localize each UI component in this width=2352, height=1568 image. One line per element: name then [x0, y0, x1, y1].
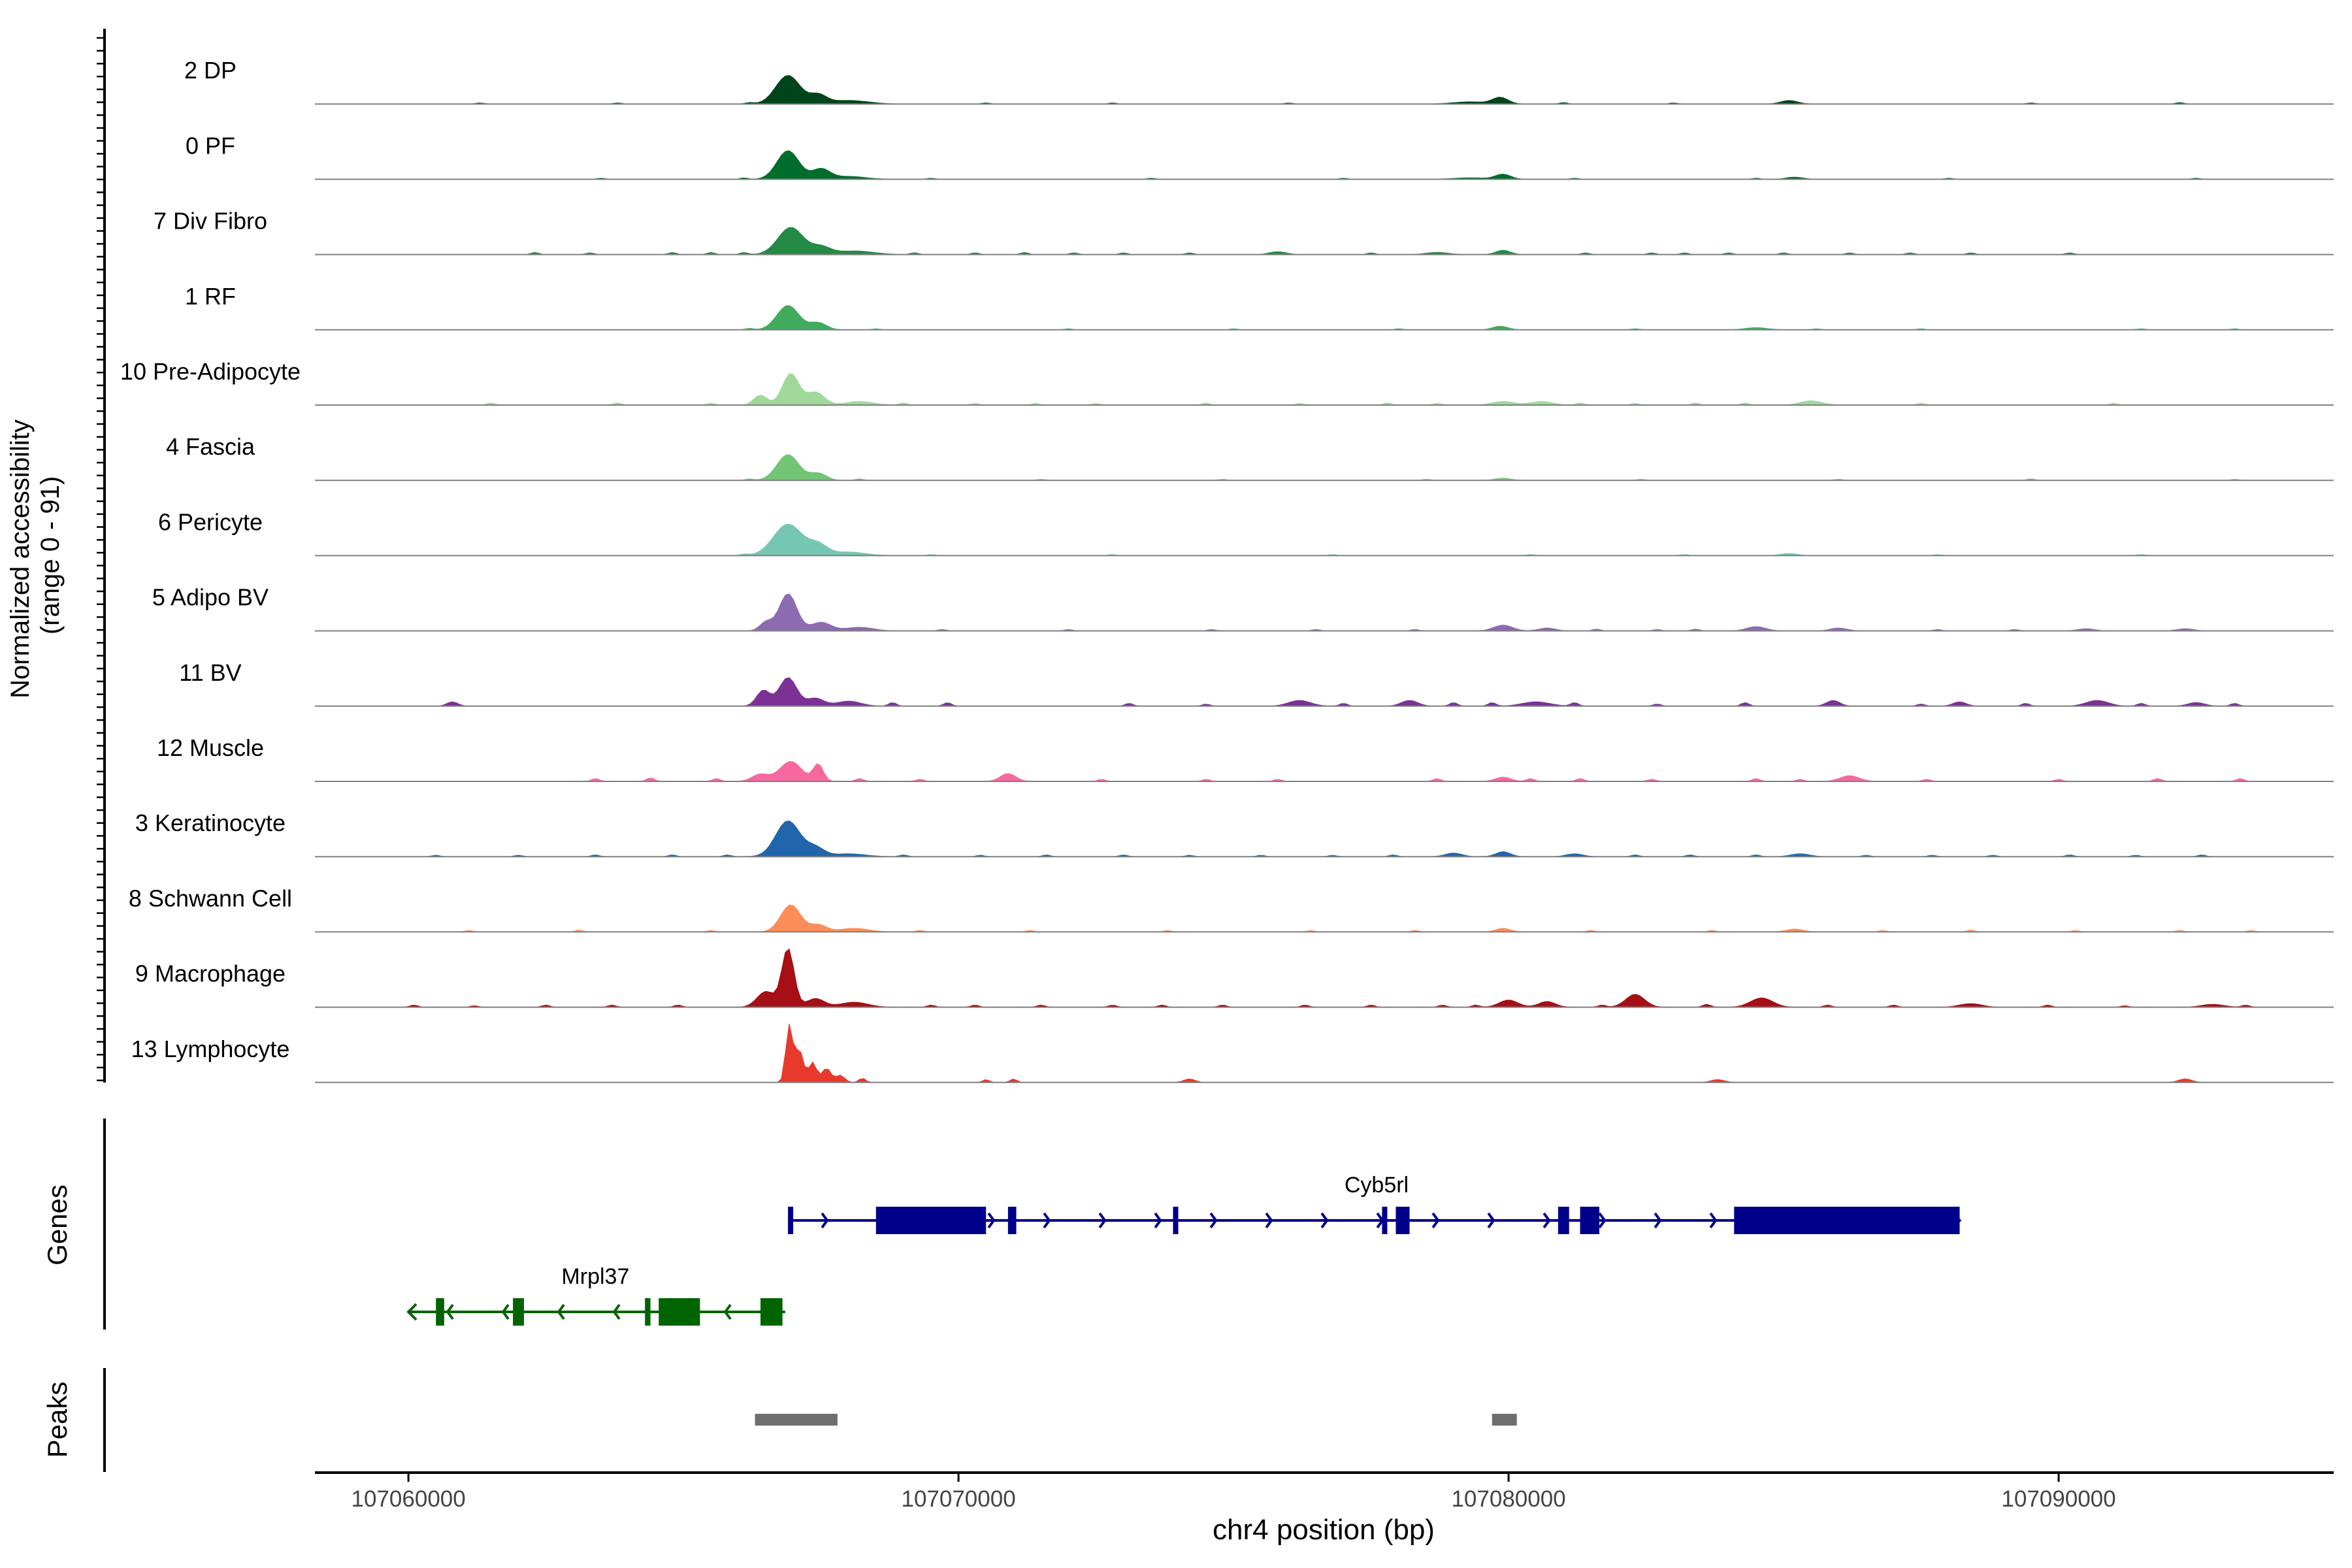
- coverage-area: [315, 150, 2334, 180]
- strand-arrow: [1709, 1212, 1718, 1229]
- track-6-pericyte: 6 Pericyte: [158, 508, 2334, 557]
- strand-arrow: [612, 1303, 621, 1320]
- x-tick-label: 107070000: [901, 1486, 1015, 1512]
- track-9-macrophage: 9 Macrophage: [135, 948, 2334, 1008]
- exon: [513, 1298, 524, 1326]
- coverage-area: [315, 74, 2334, 105]
- strand-arrow: [1265, 1212, 1273, 1229]
- track-3-keratinocyte: 3 Keratinocyte: [135, 809, 2334, 858]
- strand-arrow: [821, 1212, 829, 1229]
- coverage-area: [315, 677, 2334, 707]
- coverage-y-axis: [97, 29, 106, 1083]
- exon: [1396, 1207, 1410, 1234]
- peak-region: [755, 1414, 838, 1426]
- strand-arrow: [1654, 1212, 1662, 1229]
- strand-arrow: [1431, 1212, 1440, 1229]
- track-5-adipo-bv: 5 Adipo BV: [152, 584, 2334, 632]
- exon: [436, 1298, 444, 1326]
- x-tick-label: 107060000: [351, 1486, 466, 1512]
- exon: [1382, 1207, 1388, 1234]
- x-axis: 107060000 107070000 107080000 107090000: [351, 1473, 2116, 1512]
- exon: [788, 1207, 794, 1234]
- track-7-div-fibro: 7 Div Fibro: [154, 208, 2334, 255]
- gene-cyb5rl: Cyb5rl: [788, 1173, 1962, 1234]
- x-tick-label: 107090000: [2001, 1486, 2115, 1512]
- peaks-track: [755, 1414, 1517, 1426]
- strand-arrow: [1154, 1212, 1162, 1229]
- track-4-fascia: 4 Fascia: [166, 433, 2334, 482]
- track-0-pf: 0 PF: [186, 132, 2334, 180]
- y-axis-label-line2: (range 0 - 91): [36, 476, 65, 634]
- coverage-area: [315, 454, 2334, 481]
- track-label: 6 Pericyte: [158, 508, 263, 535]
- exon: [645, 1298, 651, 1326]
- genes-track: Cyb5rl Mrpl37: [406, 1173, 1962, 1326]
- coverage-area: [315, 523, 2334, 556]
- peaks-track-label: Peaks: [42, 1382, 73, 1458]
- track-label: 11 BV: [179, 659, 241, 686]
- y-axis-label-line1: Normalized accessibility: [6, 419, 35, 698]
- strand-arrow: [1043, 1212, 1051, 1229]
- strand-arrow: [1209, 1212, 1218, 1229]
- track-2-dp: 2 DP: [184, 57, 2334, 105]
- strand-arrow: [1543, 1212, 1551, 1229]
- strand-arrow: [1598, 1212, 1607, 1229]
- accessibility-tracks: 2 DP 0 PF 7 Div Fibro 1 RF 10 Pre-Adipocyte 4…: [120, 57, 2334, 1083]
- coverage-area: [315, 820, 2334, 857]
- exon: [1734, 1207, 1960, 1234]
- y-axis-label: Normalized accessibility (range 0 - 91): [6, 412, 65, 698]
- peak-region: [1492, 1414, 1517, 1426]
- strand-arrow: [501, 1303, 510, 1320]
- coverage-area: [315, 904, 2334, 932]
- exon: [1007, 1207, 1017, 1234]
- exon: [1580, 1207, 1599, 1234]
- exon: [659, 1298, 700, 1326]
- track-label: 4 Fascia: [166, 433, 255, 460]
- strand-arrow: [1320, 1212, 1329, 1229]
- exon: [760, 1298, 783, 1326]
- track-8-schwann-cell: 8 Schwann Cell: [129, 885, 2334, 933]
- strand-arrow: [1487, 1212, 1495, 1229]
- track-13-lymphocyte: 13 Lymphocyte: [131, 1023, 2334, 1083]
- track-label: 2 DP: [184, 57, 237, 84]
- track-12-muscle: 12 Muscle: [157, 734, 2334, 782]
- exon: [1558, 1207, 1569, 1234]
- track-label: 12 Muscle: [157, 734, 264, 761]
- x-axis-label: chr4 position (bp): [1213, 1514, 1435, 1546]
- strand-arrow: [723, 1303, 732, 1320]
- coverage-area: [315, 305, 2334, 331]
- strand-arrow: [446, 1303, 454, 1320]
- track-1-rf: 1 RF: [185, 283, 2334, 331]
- strand-arrow: [987, 1212, 996, 1229]
- track-label: 13 Lymphocyte: [131, 1036, 290, 1062]
- exon: [1173, 1207, 1179, 1234]
- gene-label: Cyb5rl: [1345, 1173, 1409, 1198]
- track-label: 9 Macrophage: [135, 960, 286, 987]
- coverage-area: [315, 373, 2334, 406]
- gene-label: Mrpl37: [561, 1264, 629, 1289]
- track-label: 5 Adipo BV: [152, 584, 269, 611]
- track-label: 0 PF: [186, 132, 235, 159]
- gene-mrpl37: Mrpl37: [406, 1264, 785, 1326]
- coverage-area: [315, 948, 2334, 1008]
- track-label: 3 Keratinocyte: [135, 809, 286, 836]
- strand-arrow: [1098, 1212, 1107, 1229]
- track-label: 1 RF: [185, 283, 236, 310]
- track-label: 10 Pre-Adipocyte: [120, 358, 301, 385]
- gene-end-arrow: [406, 1303, 417, 1321]
- coverage-area: [315, 1023, 2334, 1083]
- x-tick-label: 107080000: [1451, 1486, 1565, 1512]
- coverage-area: [315, 593, 2334, 632]
- coverage-area: [315, 227, 2334, 255]
- track-label: 8 Schwann Cell: [129, 885, 292, 911]
- genes-track-label: Genes: [42, 1184, 73, 1266]
- exon: [875, 1207, 987, 1234]
- strand-arrow: [557, 1303, 565, 1320]
- coverage-area: [315, 760, 2334, 782]
- track-10-pre-adipocyte: 10 Pre-Adipocyte: [120, 358, 2334, 406]
- track-label: 7 Div Fibro: [154, 208, 267, 235]
- track-11-bv: 11 BV: [179, 659, 2334, 707]
